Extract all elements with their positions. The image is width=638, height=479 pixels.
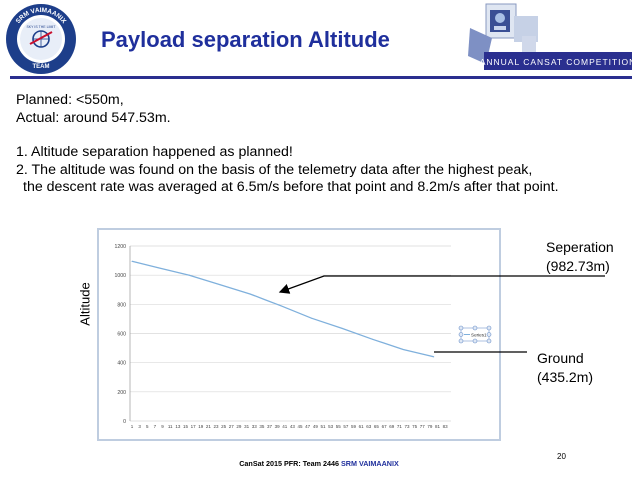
point-2: 2. The altitude was found on the basis o… <box>16 161 533 178</box>
x-tick-label: 29 <box>236 424 242 429</box>
x-tick-label: 77 <box>420 424 426 429</box>
x-tick-label: 55 <box>336 424 342 429</box>
legend-handle <box>486 332 492 337</box>
cansat-competition-logo: ANNUAL CANSAT COMPETITION <box>466 2 635 76</box>
x-tick-label: 53 <box>328 424 334 429</box>
legend-handle <box>458 332 464 337</box>
x-tick-label: 41 <box>282 424 288 429</box>
data-point <box>402 349 404 351</box>
legend-handle <box>472 338 478 344</box>
x-tick-label: 75 <box>412 424 418 429</box>
planned-line: Planned: <550m, <box>16 92 124 108</box>
actual-line: Actual: around 547.53m. <box>16 109 171 126</box>
altitude-chart: 0 200 400 600 800 1000 1200 1 3 5 7 9 11 13 15 17 19 21 23… <box>97 228 501 441</box>
footer-prefix: CanSat 2015 PFR: Team 2446 <box>239 459 341 468</box>
y-tick-label: 800 <box>117 302 126 308</box>
x-tick-label: 5 <box>146 424 149 429</box>
x-tick-label: 35 <box>259 424 265 429</box>
data-point <box>158 267 160 269</box>
x-tick-label: 31 <box>244 424 250 429</box>
x-tick-label: 15 <box>183 424 189 429</box>
x-tick-label: 51 <box>320 424 326 429</box>
data-point <box>433 356 435 358</box>
data-point <box>131 260 133 262</box>
legend-label: Series1 <box>471 333 487 338</box>
x-tick-label: 59 <box>351 424 357 429</box>
x-tick-label: 7 <box>154 424 157 429</box>
data-point <box>280 305 282 307</box>
y-tick-label: 600 <box>117 332 126 338</box>
header-divider <box>10 76 632 79</box>
x-tick-label: 3 <box>138 424 141 429</box>
x-tick-label: 67 <box>382 424 388 429</box>
legend-handle <box>486 325 492 331</box>
point-2-continued: the descent rate was averaged at 6.5m/s … <box>23 179 559 195</box>
y-axis-title: Altitude <box>77 282 93 326</box>
x-tick-label: 83 <box>443 424 449 429</box>
x-tick-label: 81 <box>435 424 441 429</box>
x-tick-label: 17 <box>191 424 197 429</box>
x-tick-label: 47 <box>305 424 311 429</box>
x-tick-label: 61 <box>359 424 365 429</box>
series-line <box>131 260 434 358</box>
y-tick-label: 200 <box>117 390 126 396</box>
slide-title: Payload separation Altitude <box>101 27 390 52</box>
x-tick-label: 25 <box>221 424 227 429</box>
x-tick-label: 33 <box>252 424 258 429</box>
data-point <box>372 338 374 340</box>
x-tick-label: 39 <box>275 424 281 429</box>
x-tick-label: 79 <box>427 424 433 429</box>
data-point <box>249 293 251 295</box>
point-1: 1. Altitude separation happened as plann… <box>16 144 293 160</box>
x-tick-label: 57 <box>343 424 349 429</box>
data-point <box>265 299 267 301</box>
x-tick-label: 43 <box>290 424 296 429</box>
x-tick-label: 63 <box>366 424 372 429</box>
x-tick-label: 37 <box>267 424 273 429</box>
x-tick-label: 71 <box>397 424 403 429</box>
x-tick-label: 27 <box>229 424 235 429</box>
svg-text:ANNUAL CANSAT COMPETITION: ANNUAL CANSAT COMPETITION <box>480 57 634 67</box>
data-point <box>341 327 343 329</box>
footer: CanSat 2015 PFR: Team 2446 SRM VAIMAANIX <box>0 459 638 468</box>
body-text: Planned: <550m, Actual: around 547.53m. … <box>16 92 559 197</box>
y-tick-label: 400 <box>117 361 126 367</box>
srm-vaimaanix-logo: SRM VAIMAANIX SKY IS THE LIMIT TEAM <box>4 2 78 76</box>
x-tick-label: 73 <box>404 424 410 429</box>
svg-text:SKY IS THE LIMIT: SKY IS THE LIMIT <box>26 25 56 29</box>
x-tick-label: 49 <box>313 424 319 429</box>
x-tick-label: 11 <box>168 424 173 429</box>
data-point <box>188 274 190 276</box>
ground-annotation: Ground (435.2m) <box>537 350 594 385</box>
x-tick-label: 1 <box>131 424 134 429</box>
x-tick-label: 23 <box>214 424 220 429</box>
x-tick-label: 65 <box>374 424 380 429</box>
page-number: 20 <box>557 452 566 461</box>
footer-team: SRM VAIMAANIX <box>340 459 399 468</box>
y-tick-label: 1000 <box>114 273 126 279</box>
legend-handle <box>486 338 492 344</box>
separation-annotation: Seperation (982.73m) <box>546 239 614 274</box>
x-tick-label: 21 <box>206 424 212 429</box>
y-tick-label: 1200 <box>114 244 126 250</box>
legend-handle <box>458 325 464 331</box>
x-tick-label: 19 <box>198 424 204 429</box>
x-tick-label: 13 <box>175 424 181 429</box>
y-tick-label: 0 <box>123 419 126 425</box>
legend-handle <box>458 338 464 344</box>
svg-text:TEAM: TEAM <box>33 64 50 70</box>
x-tick-label: 9 <box>161 424 164 429</box>
x-tick-label: 45 <box>298 424 304 429</box>
data-point <box>311 317 313 319</box>
data-point <box>219 284 221 286</box>
x-tick-label: 69 <box>389 424 395 429</box>
legend-handle <box>472 325 478 331</box>
